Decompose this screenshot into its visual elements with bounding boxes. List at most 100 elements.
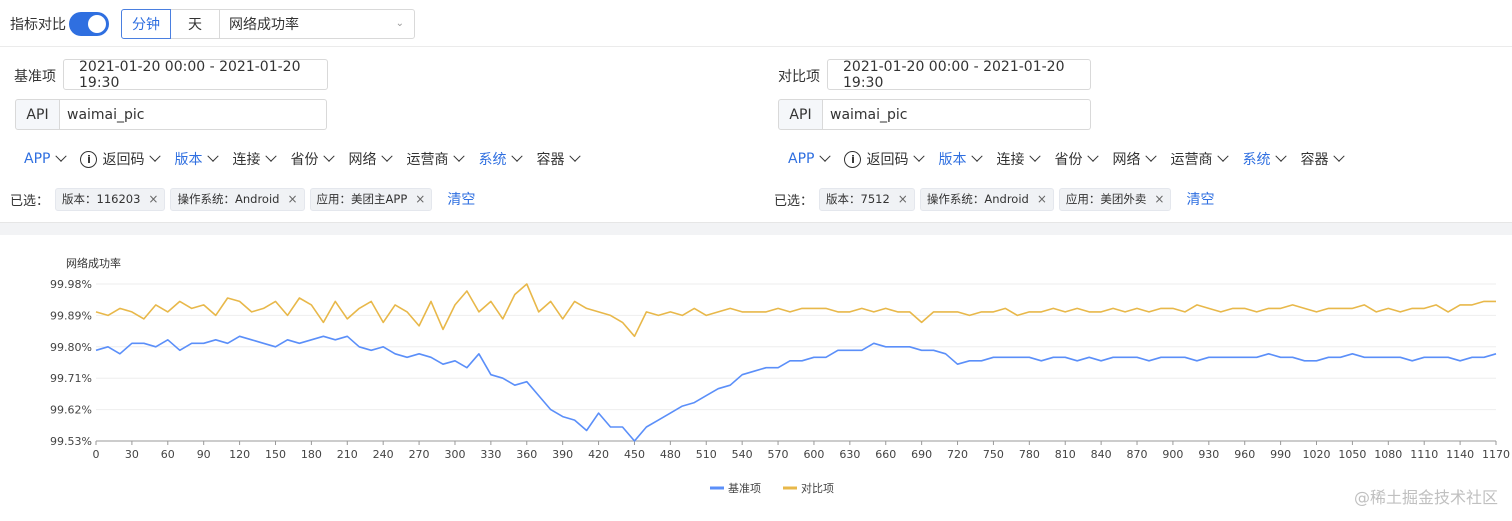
x-tick-label: 750 (983, 448, 1004, 461)
chevron-down-icon (569, 150, 582, 162)
section-divider (0, 222, 1512, 235)
x-tick-label: 780 (1019, 448, 1040, 461)
base-filter-system[interactable]: 系统 (478, 149, 524, 169)
close-icon[interactable]: × (287, 192, 298, 206)
base-filter-carrier[interactable]: 运营商 (406, 149, 466, 169)
compare-toggle-label: 指标对比 (10, 17, 66, 33)
granularity-minute-button[interactable]: 分钟 (121, 9, 171, 39)
compare-filter-bar: APP i 返回码 版本 连接 省份 网络 运营商 系统 容器 (788, 149, 1358, 169)
metric-select-value: 网络成功率 (229, 17, 299, 33)
chevron-down-icon (1087, 150, 1100, 162)
x-tick-label: 810 (1055, 448, 1076, 461)
x-tick-label: 630 (839, 448, 860, 461)
x-tick-label: 540 (732, 448, 753, 461)
compare-filter-province[interactable]: 省份 (1054, 149, 1100, 169)
x-tick-label: 90 (197, 448, 211, 461)
close-icon[interactable]: × (148, 192, 159, 206)
x-tick-label: 480 (660, 448, 681, 461)
base-filter-province[interactable]: 省份 (290, 149, 336, 169)
compare-filter-system[interactable]: 系统 (1242, 149, 1288, 169)
chevron-down-icon (265, 150, 278, 162)
x-tick-label: 720 (947, 448, 968, 461)
compare-filter-return-code[interactable]: i 返回码 (844, 149, 926, 169)
compare-label: 对比项 (778, 69, 820, 85)
compare-filter-version[interactable]: 版本 (938, 149, 984, 169)
chevron-down-icon (913, 150, 926, 162)
info-icon: i (844, 150, 862, 168)
compare-tag-version: 版本：7512 × (819, 187, 915, 211)
base-api-input[interactable]: waimai_pic (59, 99, 327, 130)
compare-filter-container[interactable]: 容器 (1300, 149, 1346, 169)
success-rate-line-chart: 网络成功率 99.53% 99.62% 99.71% 99.80% 99.89% 99.9… (50, 256, 1510, 495)
toggle-knob (88, 15, 106, 33)
base-filter-connection[interactable]: 连接 (232, 149, 278, 169)
x-tick-label: 360 (516, 448, 537, 461)
base-selected-label: 已选： (10, 193, 50, 209)
x-tick-label: 930 (1198, 448, 1219, 461)
x-tick-label: 570 (768, 448, 789, 461)
base-selected-tags: 已选： 版本：116203 × 操作系统：Android × 应用：美团主APP × … (10, 187, 476, 211)
compare-api-input[interactable]: waimai_pic (822, 99, 1091, 130)
compare-toggle-switch[interactable] (69, 12, 109, 36)
y-axis-ticks: 99.53% 99.62% 99.71% 99.80% 99.89% 99.98% (50, 278, 92, 448)
x-axis-ticks: 0 30 60 90 120 150 180 210 240 270 300 330 360 390 420… (93, 441, 1510, 461)
close-icon[interactable]: × (415, 192, 426, 206)
chevron-down-icon (1029, 150, 1042, 162)
series-line-0 (95, 335, 1497, 442)
x-tick-label: 660 (875, 448, 896, 461)
base-filter-app[interactable]: APP (24, 150, 68, 167)
compare-filter-app[interactable]: APP (788, 150, 832, 167)
base-date-range-picker[interactable]: 2021-01-20 00:00 - 2021-01-20 19:30 (63, 59, 328, 91)
y-tick-label: 99.62% (50, 404, 92, 417)
base-tag-os: 操作系统：Android × (170, 187, 305, 211)
x-tick-label: 270 (409, 448, 430, 461)
compare-api-addon: API (778, 99, 823, 130)
y-tick-label: 99.71% (50, 372, 92, 385)
x-tick-label: 1110 (1410, 448, 1438, 461)
x-tick-label: 330 (480, 448, 501, 461)
x-tick-label: 150 (265, 448, 286, 461)
x-tick-label: 1170 (1482, 448, 1510, 461)
compare-filter-connection[interactable]: 连接 (996, 149, 1042, 169)
base-filter-return-code[interactable]: i 返回码 (80, 149, 162, 169)
x-tick-label: 390 (552, 448, 573, 461)
base-label: 基准项 (14, 69, 56, 85)
compare-tag-app: 应用：美团外卖 × (1058, 187, 1172, 211)
compare-date-range-picker[interactable]: 2021-01-20 00:00 - 2021-01-20 19:30 (827, 59, 1091, 91)
y-tick-label: 99.80% (50, 341, 92, 354)
chevron-down-icon (207, 150, 220, 162)
close-icon[interactable]: × (1036, 192, 1047, 206)
x-tick-label: 180 (301, 448, 322, 461)
chevron-down-icon (971, 150, 984, 162)
close-icon[interactable]: × (897, 192, 908, 206)
base-api-addon: API (15, 99, 60, 130)
compare-filter-carrier[interactable]: 运营商 (1170, 149, 1230, 169)
top-toolbar (0, 0, 1512, 47)
compare-filter-network[interactable]: 网络 (1112, 149, 1158, 169)
base-filter-network[interactable]: 网络 (348, 149, 394, 169)
metric-select[interactable]: 网络成功率 ⌄ (219, 9, 415, 39)
x-tick-label: 240 (373, 448, 394, 461)
close-icon[interactable]: × (1154, 192, 1165, 206)
x-tick-label: 210 (337, 448, 358, 461)
compare-clear-link[interactable]: 清空 (1186, 192, 1215, 208)
chevron-down-icon (1145, 150, 1158, 162)
y-axis-title: 网络成功率 (66, 256, 121, 270)
base-tag-app: 应用：美团主APP × (309, 187, 433, 211)
base-filter-container[interactable]: 容器 (536, 149, 582, 169)
x-tick-label: 510 (696, 448, 717, 461)
x-tick-label: 1050 (1338, 448, 1366, 461)
x-tick-label: 990 (1270, 448, 1291, 461)
compare-selected-tags: 已选： 版本：7512 × 操作系统：Android × 应用：美团外卖 × 清空 (774, 187, 1215, 211)
x-tick-label: 1140 (1446, 448, 1474, 461)
x-tick-label: 690 (911, 448, 932, 461)
x-tick-label: 420 (588, 448, 609, 461)
base-clear-link[interactable]: 清空 (447, 192, 476, 208)
x-tick-label: 600 (803, 448, 824, 461)
x-tick-label: 870 (1127, 448, 1148, 461)
chart-legend: 基准项 对比项 (710, 481, 834, 495)
base-filter-version[interactable]: 版本 (174, 149, 220, 169)
granularity-day-button[interactable]: 天 (170, 9, 220, 39)
x-tick-label: 840 (1091, 448, 1112, 461)
chart-series (95, 283, 1497, 442)
